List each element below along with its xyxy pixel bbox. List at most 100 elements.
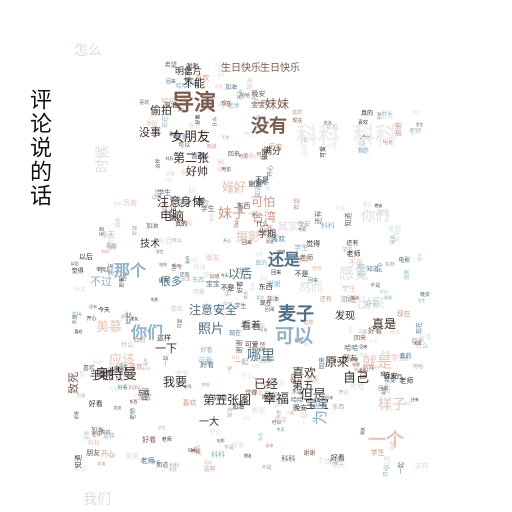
filler-word: 现在	[294, 338, 303, 344]
filler-word: 喜欢	[259, 275, 268, 281]
filler-word: 科科	[211, 450, 226, 459]
cloud-word: 还是	[268, 250, 301, 269]
filler-word: 回来	[115, 217, 122, 228]
cloud-word: 已经	[254, 377, 279, 391]
filler-word: 电影	[248, 155, 259, 162]
filler-word: 喜欢	[191, 152, 206, 161]
filler-word: 这样	[155, 158, 162, 169]
filler-word: 现在	[161, 115, 169, 128]
filler-word: 可爱	[177, 318, 184, 329]
filler-word: 晚安	[188, 122, 201, 130]
cloud-word: 但是	[300, 388, 327, 403]
cloud-word: 一个	[368, 430, 404, 451]
cloud-word: 科科	[296, 124, 341, 149]
filler-word: 宝宝	[198, 153, 209, 160]
filler-word: 可以	[178, 142, 191, 150]
cloud-word: 电脑	[160, 209, 185, 223]
filler-word: 回来	[271, 269, 282, 276]
filler-word: 加油	[340, 294, 355, 303]
filler-word: 可爱	[193, 198, 206, 206]
filler-word: 老师	[120, 314, 129, 320]
cloud-word: 感觉	[339, 264, 370, 282]
filler-word: 朋友	[265, 239, 274, 245]
filler-word: 喜欢	[263, 391, 278, 400]
filler-word: 厉害	[350, 357, 359, 363]
filler-word: 开心	[209, 429, 222, 437]
filler-word: 可以	[256, 152, 267, 159]
filler-word: 真的	[360, 109, 373, 117]
filler-word: 可爱	[192, 289, 205, 297]
filler-word: 真的	[133, 336, 146, 344]
filler-word: 电影	[221, 166, 232, 173]
filler-word: 东西	[158, 236, 173, 245]
filler-word: 哈哈	[201, 382, 210, 388]
filler-word: 东西	[390, 373, 403, 381]
filler-word: 朋友	[130, 315, 139, 321]
filler-word: 学生	[415, 122, 424, 128]
filler-word: 喜欢	[82, 364, 95, 372]
cloud-word: 应该	[109, 353, 136, 368]
filler-word: 电影	[150, 297, 159, 303]
filler-word: 哈哈	[255, 180, 268, 188]
filler-word: 知道	[354, 366, 363, 372]
cloud-word: 满分	[263, 147, 282, 157]
filler-word: 学生	[157, 424, 166, 430]
filler-word: 回来	[325, 394, 334, 400]
filler-word: 可以	[389, 330, 400, 337]
filler-word: 谢谢	[203, 460, 212, 466]
filler-word: 老师	[129, 408, 137, 421]
filler-word: 晚安	[290, 377, 303, 385]
filler-word: 好看	[330, 453, 345, 462]
filler-word: 可以	[171, 238, 182, 245]
filler-word: 谢谢	[108, 245, 117, 251]
filler-word: 还有	[314, 210, 323, 225]
filler-word: 可爱	[244, 340, 259, 349]
filler-word: 今天	[97, 307, 110, 315]
filler-word: 现在	[253, 98, 268, 107]
cloud-word: 妹子	[218, 206, 246, 222]
cloud-word: 你们	[131, 323, 164, 342]
filler-word: 科科	[107, 244, 118, 251]
filler-word: 老师	[346, 250, 361, 259]
filler-word: 以后	[70, 261, 79, 267]
filler-word: 朋友	[255, 116, 266, 123]
cloud-word: 喜欢	[292, 366, 317, 380]
filler-word: 老师	[262, 380, 277, 389]
filler-word: 知道	[97, 461, 106, 467]
filler-word: 科科	[169, 463, 180, 470]
filler-word: 哈哈	[347, 325, 353, 334]
filler-word: 以后	[74, 465, 87, 473]
filler-word: 学生	[234, 303, 247, 311]
filler-word: 觉得	[314, 410, 323, 416]
filler-word: 好看	[365, 300, 380, 309]
filler-word: 喜欢	[357, 119, 368, 126]
filler-word: 这样	[265, 180, 272, 191]
filler-word: 东西	[209, 214, 215, 223]
filler-word: 加油	[146, 223, 159, 231]
filler-word: 一起	[398, 462, 406, 475]
filler-word: 电影	[216, 438, 225, 444]
filler-word: 希望	[169, 131, 180, 138]
filler-word: 厉害	[166, 170, 175, 176]
filler-word: 这样	[414, 461, 429, 470]
filler-word: 电影	[352, 362, 361, 367]
cloud-word: 出来	[357, 296, 385, 312]
page-title: 评论说的话	[26, 88, 51, 208]
filler-word: 开心	[86, 316, 97, 323]
filler-word: 希望	[383, 376, 396, 384]
filler-word: 以后	[78, 252, 93, 261]
filler-word: 学生	[403, 400, 412, 406]
filler-word: 什么	[416, 342, 429, 350]
filler-word: 东西	[257, 433, 263, 442]
filler-word: 老师	[140, 456, 155, 465]
filler-word: 回来	[227, 150, 240, 158]
filler-word: 今天	[74, 287, 87, 295]
filler-word: 今天	[220, 273, 229, 279]
cloud-word: 手机	[90, 369, 112, 382]
filler-word: 什么	[171, 263, 177, 272]
cloud-word: 注意	[157, 195, 182, 209]
filler-word: 不是	[357, 147, 370, 155]
filler-word: 不是	[214, 83, 223, 89]
cloud-word: 生日快乐	[260, 63, 300, 74]
